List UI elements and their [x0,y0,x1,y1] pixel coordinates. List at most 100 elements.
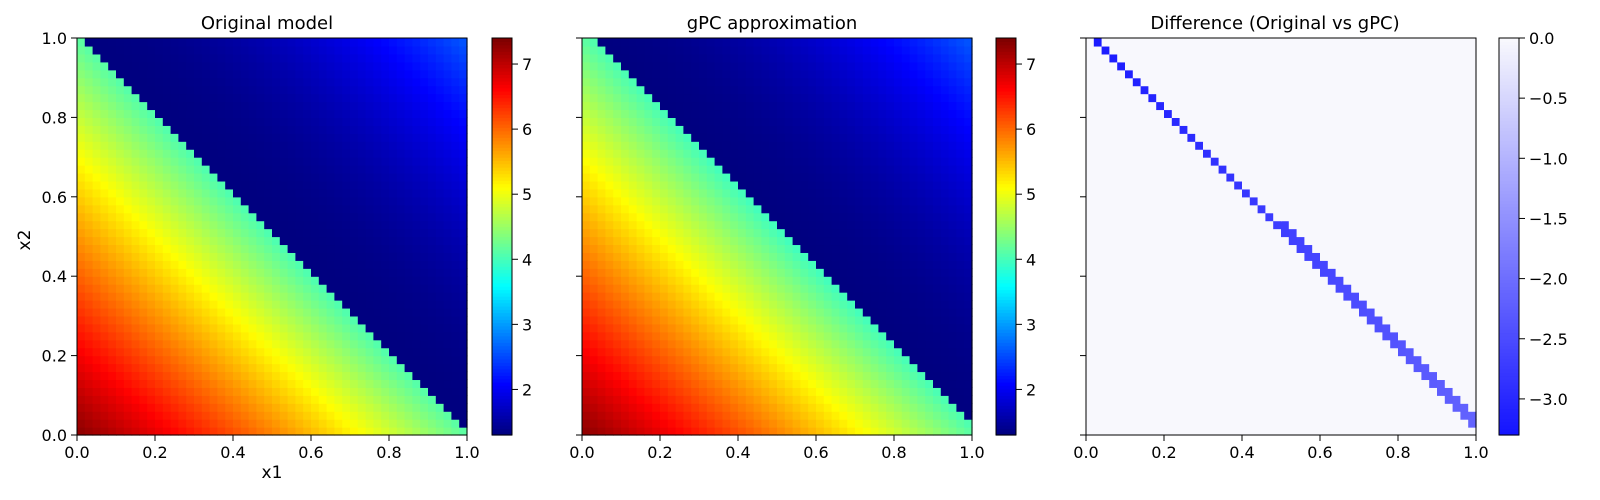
heatmap-cell [84,53,94,63]
heatmap-cell [699,268,708,277]
heatmap-cell [194,125,203,134]
heatmap-cell [925,196,934,206]
heatmap-cell [131,379,140,388]
heatmap-cell [170,292,179,301]
colorbar-segment [492,229,512,234]
heatmap-cell [404,315,413,325]
heatmap-cell [628,117,638,126]
heatmap-cell [582,244,591,253]
heatmap-cell [233,204,242,214]
heatmap-cell [240,188,250,198]
heatmap-cell [256,284,265,293]
heatmap-cell [745,172,755,182]
heatmap-cell [706,387,716,396]
heatmap-cell [108,300,117,309]
heatmap-cell [194,117,203,126]
heatmap-cell [652,220,661,230]
heatmap-cell [217,379,226,388]
heatmap-cell [404,69,413,79]
heatmap-cell [644,77,653,87]
heatmap-cell [131,339,140,349]
heatmap-cell [636,61,645,71]
heatmap-cell [451,331,460,341]
heatmap-cell [256,379,265,388]
heatmap-cell [131,125,140,134]
heatmap-cell [589,403,599,412]
heatmap-cell [459,284,468,293]
heatmap-cell [92,300,101,309]
heatmap-cell [808,125,817,134]
heatmap-cell [92,268,101,277]
heatmap-cell [925,204,934,214]
heatmap-cell [342,315,351,325]
heatmap-cell [730,403,739,412]
heatmap-cell [870,228,879,238]
heatmap-cell [823,419,833,428]
heatmap-cell [256,276,265,285]
heatmap-cell [940,228,950,238]
heatmap-cell [264,77,273,87]
heatmap-cell [613,411,622,420]
heatmap-cell [256,109,265,118]
heatmap-cell [155,403,164,412]
heatmap-cell [412,77,421,87]
heatmap-cell [100,236,109,246]
heatmap-cell [909,331,918,341]
heatmap-cell [870,133,879,142]
heatmap-cell [940,260,950,269]
heatmap-cell [917,69,926,79]
heatmap-cell [706,284,716,293]
heatmap-cell [162,141,172,150]
heatmap-cell [412,204,421,214]
heatmap-cell [605,204,614,214]
heatmap-cell [84,252,94,261]
heatmap-cell [201,244,211,253]
heatmap-cell [264,331,273,341]
heatmap-cell [350,133,359,142]
heatmap-cell [116,284,125,293]
heatmap-cell [178,268,187,277]
heatmap-cell [940,109,950,118]
heatmap-cell [201,395,211,404]
heatmap-cell [894,133,903,142]
heatmap-cell [839,403,848,412]
heatmap-cell [396,188,406,198]
heatmap-cell [667,77,677,87]
heatmap-cell [870,149,879,158]
heatmap-cell [816,93,825,103]
heatmap-cell [248,212,257,222]
heatmap-cell [886,339,895,349]
heatmap-cell [901,339,911,349]
heatmap-cell [964,300,973,309]
heatmap-cell [940,141,950,150]
heatmap-cell [644,172,653,182]
heatmap-cell [683,260,692,269]
heatmap-cell [597,284,606,293]
heatmap-cell [870,125,879,134]
heatmap-cell [777,339,786,349]
heatmap-cell [428,196,437,206]
heatmap-cell [816,300,825,309]
heatmap-cell [209,307,218,317]
heatmap-cell [855,196,864,206]
heatmap-cell [901,244,911,253]
heatmap-cell [901,292,911,301]
heatmap-cell [186,45,195,55]
colorbar-segment [492,180,512,185]
heatmap-cell [823,85,833,95]
heatmap-cell [667,204,677,214]
heatmap-cell [233,371,242,381]
heatmap-cell [279,236,289,246]
heatmap-cell [644,133,653,142]
heatmap-cell [155,180,164,190]
heatmap-cell [389,268,398,277]
heatmap-cell [318,387,328,396]
heatmap-cell [77,260,86,269]
heatmap-cell [279,363,289,373]
heatmap-cell [613,371,622,381]
heatmap-cell [644,109,653,118]
heatmap-cell [753,109,762,118]
heatmap-cell [404,244,413,253]
heatmap-cell [652,371,661,381]
heatmap-cell [956,292,965,301]
